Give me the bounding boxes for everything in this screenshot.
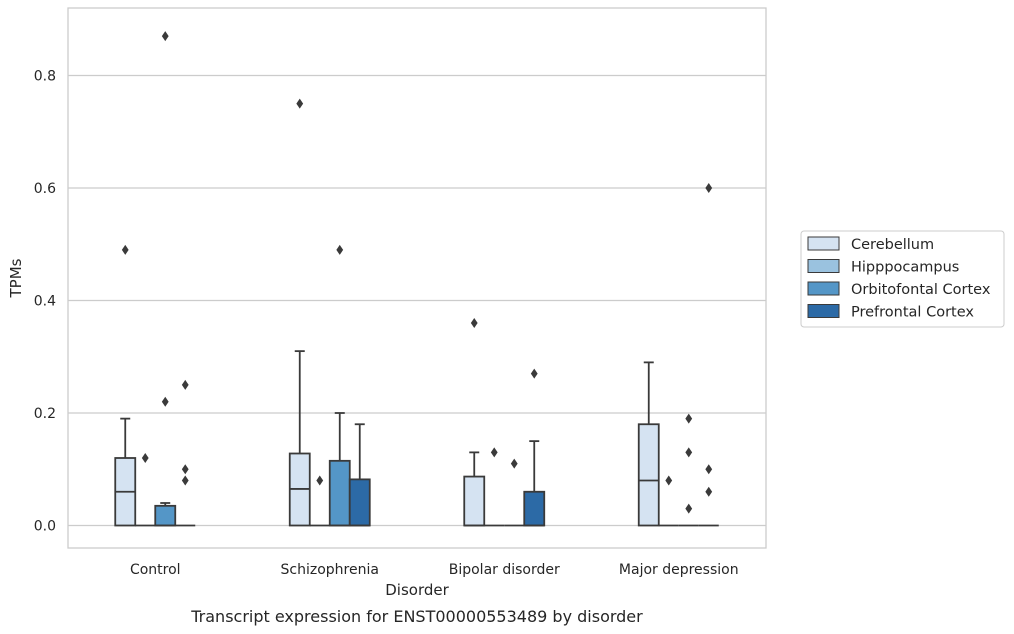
series-orbitofontal-cortex [154,31,699,527]
legend: Cerebellum Hipppocampus Orbitofontal Corte… [800,230,1005,328]
legend-label: Cerebellum [851,237,934,253]
outlier-point [685,447,693,458]
outlier-point [296,98,304,109]
outlier-point [336,244,344,255]
legend-swatch [807,259,840,273]
box-body [328,459,351,527]
y-tick-label: 0.2 [34,406,56,422]
outlier-point [161,31,169,42]
box [658,475,679,527]
figure-caption: Transcript expression for ENST0000055348… [190,607,643,626]
legend-swatch [807,236,840,251]
legend-frame [800,230,1005,328]
x-tick-label: Bipolar disorder [449,562,560,578]
series-hipppocampus [135,447,679,527]
box [175,379,196,527]
legend-label: Orbitofontal Cortex [851,282,991,298]
legend-swatch [807,281,840,296]
box [348,423,371,527]
x-axis-title: Disorder [385,581,449,599]
x-tick-label: Major depression [619,562,739,578]
outlier-point [181,464,189,475]
box [504,458,525,527]
outlier-point [665,475,673,486]
box [154,31,177,527]
outlier-point [161,396,169,407]
box-body [523,490,546,527]
outlier-point [470,318,478,328]
legend-label: Hipppocampus [851,260,959,276]
legend-label: Prefrontal Cortex [851,305,974,321]
y-axis-title: TPMs [7,258,25,298]
box [135,453,156,527]
box [288,98,311,527]
box-series [114,31,719,527]
box [637,361,660,527]
box-body [463,475,486,527]
y-tick-label: 0.6 [34,181,56,197]
box [678,413,699,527]
box [484,447,505,527]
y-tick-labels: 0.0 0.2 0.4 0.6 0.8 [34,69,56,535]
outlier-point [121,244,129,255]
box [698,183,719,527]
y-tick-label: 0.8 [34,69,56,85]
plot-frame [67,7,767,549]
box-body [637,423,660,527]
outlier-point [490,447,498,458]
legend-swatch [807,304,840,318]
outlier-point [705,464,713,475]
y-tick-label: 0.0 [34,519,56,535]
outlier-point [685,413,693,424]
outlier-point [510,458,518,469]
outlier-point [705,486,713,497]
series-cerebellum [114,98,660,527]
box [523,368,546,527]
series-prefrontal-cortex [175,183,719,527]
x-tick-label: Control [130,562,181,578]
box-body [348,478,371,527]
outlier-point [685,503,693,514]
box-body [154,504,177,527]
outlier-point [530,368,538,379]
box [309,475,330,527]
outlier-point [141,453,149,463]
y-tick-label: 0.4 [34,294,56,310]
box [463,318,486,527]
box [114,244,137,527]
outlier-point [316,475,324,486]
outlier-point [181,475,189,486]
x-tick-label: Schizophrenia [281,562,379,578]
plot-background [68,8,766,548]
x-tick-labels: Control Schizophrenia Bipolar disorder Majo… [130,562,739,578]
outlier-point [181,379,189,390]
outlier-point [705,183,713,193]
